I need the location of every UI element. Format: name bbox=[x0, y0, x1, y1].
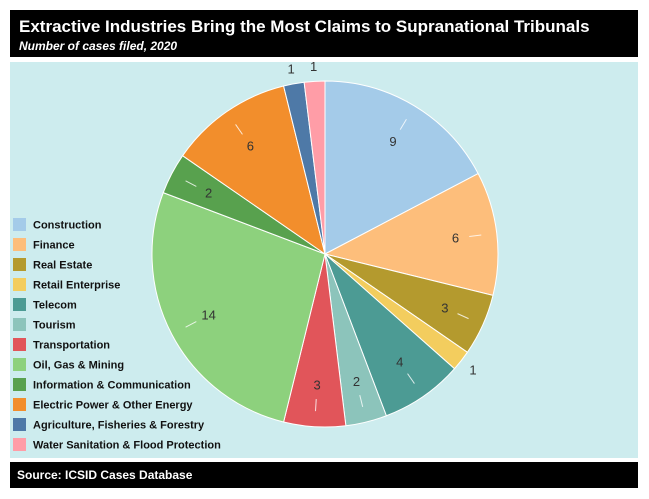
legend-swatch bbox=[13, 218, 26, 231]
legend-label: Oil, Gas & Mining bbox=[33, 360, 124, 372]
pie-slice bbox=[324, 80, 479, 255]
legend-label: Real Estate bbox=[33, 260, 92, 272]
legend-label: Telecom bbox=[33, 300, 77, 312]
pie-label-tick bbox=[314, 399, 317, 412]
pie-value-label: 3 bbox=[441, 300, 448, 315]
pie-label-tick bbox=[399, 119, 407, 130]
legend: Construction Finance Real Estate Retail Ent… bbox=[13, 218, 221, 452]
legend-swatch bbox=[13, 438, 26, 451]
legend-label: Finance bbox=[33, 240, 75, 252]
pie-slice bbox=[323, 172, 499, 297]
source-note: Source: ICSID Cases Database bbox=[17, 468, 193, 482]
legend-swatch bbox=[13, 278, 26, 291]
pie-value-label: 1 bbox=[310, 62, 317, 74]
pie-value-label: 9 bbox=[389, 134, 396, 149]
legend-swatch bbox=[13, 398, 26, 411]
legend-swatch bbox=[13, 358, 26, 371]
legend-label: Information & Communication bbox=[33, 380, 191, 392]
pie-value-label: 6 bbox=[452, 231, 459, 246]
pie-slice bbox=[303, 80, 326, 255]
pie-slice bbox=[151, 192, 326, 423]
pie-value-label: 1 bbox=[287, 62, 294, 77]
pie-value-label: 3 bbox=[313, 378, 320, 393]
legend-swatch bbox=[13, 378, 26, 391]
legend-swatch bbox=[13, 298, 26, 311]
legend-label: Water Sanitation & Flood Protection bbox=[33, 440, 221, 452]
legend-swatch bbox=[13, 318, 26, 331]
legend-swatch bbox=[13, 418, 26, 431]
legend-label: Retail Enterprise bbox=[33, 280, 120, 292]
chart-header: Extractive Industries Bring the Most Cla… bbox=[10, 10, 638, 57]
pie-label-tick bbox=[359, 394, 364, 407]
pie-label-tick bbox=[235, 124, 243, 135]
pie-value-label: 1 bbox=[469, 362, 476, 377]
legend-label: Construction bbox=[33, 220, 102, 232]
legend-label: Tourism bbox=[33, 320, 76, 332]
pie-value-label: 6 bbox=[247, 138, 254, 153]
legend-label: Agriculture, Fisheries & Forestry bbox=[33, 420, 205, 432]
plot-area: 9 6 3 1 4 2 3 14 2 6 1 1 Construction Finance Real Est… bbox=[10, 62, 638, 458]
pie-slice bbox=[181, 85, 326, 256]
source-footer: Source: ICSID Cases Database bbox=[10, 462, 638, 488]
pie-label-tick bbox=[457, 313, 469, 320]
pie-value-label: 2 bbox=[205, 185, 212, 200]
pie-value-label: 14 bbox=[201, 308, 215, 323]
pie-label-tick bbox=[185, 180, 197, 187]
legend-label: Transportation bbox=[33, 340, 110, 352]
pie-label-tick bbox=[407, 373, 415, 384]
legend-swatch bbox=[13, 238, 26, 251]
legend-swatch bbox=[13, 338, 26, 351]
chart-subtitle: Number of cases filed, 2020 bbox=[19, 39, 178, 53]
pie-slices bbox=[151, 80, 499, 428]
pie-value-label: 4 bbox=[396, 355, 403, 370]
legend-label: Electric Power & Other Energy bbox=[33, 400, 193, 412]
pie-label-tick bbox=[185, 321, 197, 328]
chart-title: Extractive Industries Bring the Most Cla… bbox=[19, 17, 590, 36]
legend-swatch bbox=[13, 258, 26, 271]
pie-value-label: 2 bbox=[353, 374, 360, 389]
pie-label-tick bbox=[469, 234, 482, 237]
